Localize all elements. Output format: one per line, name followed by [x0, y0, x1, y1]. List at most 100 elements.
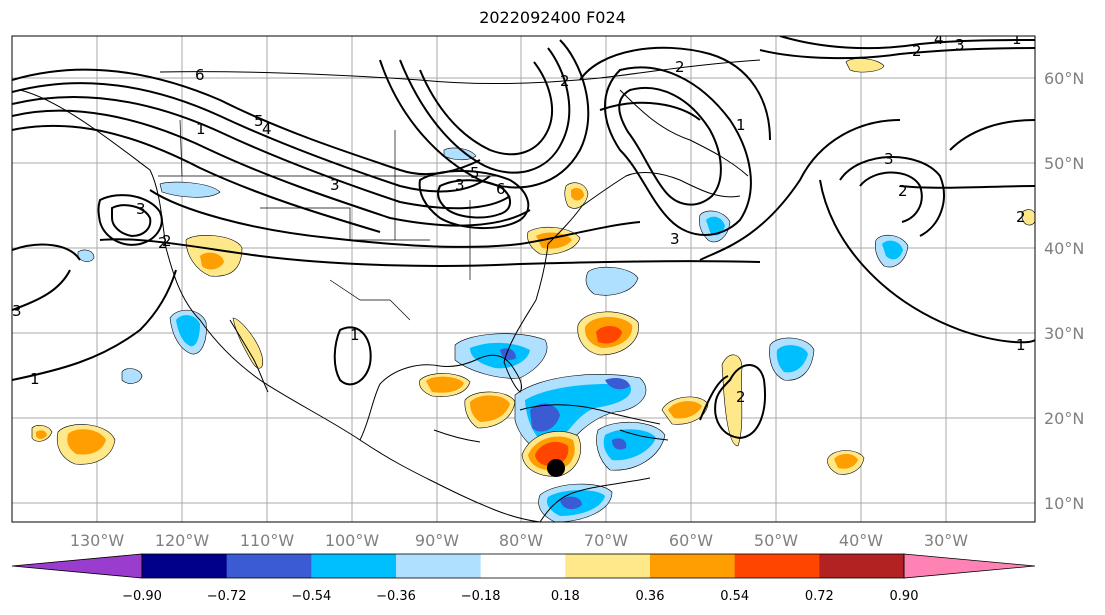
contour-label: 3 [12, 302, 22, 320]
contour-label: 1 [196, 120, 206, 138]
colorbar-segment [480, 554, 566, 578]
contour-label: 1 [1016, 336, 1026, 354]
anomaly-patch [530, 403, 560, 432]
lon-label: 60°W [669, 531, 713, 550]
coastlines [19, 59, 761, 522]
anomaly-patch [470, 395, 510, 422]
anomaly-patch [36, 430, 47, 439]
colorbar-tick-label: −0.18 [461, 589, 501, 604]
anomaly-patch [426, 376, 464, 393]
contour-label: 2 [560, 72, 570, 90]
contour-label: 5 [470, 164, 480, 182]
anomaly-patch [585, 266, 639, 296]
contour-label: 3 [136, 200, 146, 218]
contour-label: 2 [158, 234, 168, 252]
contour-label: 2 [675, 58, 685, 76]
lat-label: 50°N [1044, 154, 1084, 173]
lat-label: 20°N [1044, 409, 1084, 428]
contour-lines [12, 36, 1035, 440]
lat-label: 60°N [1044, 69, 1084, 88]
anomaly-patch [612, 438, 627, 450]
lon-label: 130°W [70, 531, 125, 550]
anomaly-patch [176, 315, 200, 347]
colorbar-outline-right [903, 553, 1036, 579]
anomaly-patch [500, 348, 516, 360]
colorbar-segment [142, 554, 228, 578]
colorbar: −0.90 −0.72 −0.54 −0.36 −0.18 0.18 0.36 0.54 0.7… [11, 553, 1036, 604]
anomaly-patch [121, 368, 143, 384]
colorbar-segment [565, 554, 651, 578]
contour-label: 1 [30, 370, 40, 388]
colorbar-extend-high [904, 554, 1035, 578]
colorbar-tick-label: −0.72 [207, 589, 247, 604]
anomaly-patch [232, 317, 263, 369]
colorbar-segment [819, 554, 905, 578]
contour-label: 4 [934, 30, 944, 48]
colorbar-tick-label: −0.90 [122, 589, 162, 604]
anomaly-patch [159, 181, 221, 198]
contour-label: 3 [330, 176, 340, 194]
contour-label: 4 [262, 120, 272, 138]
lon-label: 80°W [499, 531, 543, 550]
lon-label: 90°W [415, 531, 459, 550]
anomaly-patch [603, 429, 656, 461]
colorbar-segment [650, 554, 736, 578]
lon-label: 110°W [240, 531, 295, 550]
contour-label: 1 [736, 116, 746, 134]
latitude-labels: 60°N 50°N 40°N 30°N 20°N 10°N [1044, 69, 1084, 513]
colorbar-segment [311, 554, 397, 578]
anomaly-patch [776, 345, 808, 373]
longitude-labels: 130°W 120°W 110°W 100°W 90°W 80°W 70°W 6… [70, 531, 968, 550]
anomaly-patch [605, 378, 630, 390]
colorbar-tick-label: 0.36 [636, 589, 665, 604]
colorbar-segment [734, 554, 820, 578]
contour-labels: 6 5 4 3 2 1 2 3 5 6 2 3 1 2 3 1 2 3 4 2 … [12, 30, 1026, 406]
colorbar-tick-label: 0.18 [551, 589, 580, 604]
anomaly-patch [596, 326, 622, 344]
anomaly-fills [31, 58, 1035, 522]
colorbar-tick-label: 0.72 [805, 589, 834, 604]
lat-label: 40°N [1044, 239, 1084, 258]
colorbar-tick-label: 0.54 [720, 589, 749, 604]
colorbar-segment [226, 554, 312, 578]
map-border [11, 35, 1036, 523]
lon-label: 70°W [584, 531, 628, 550]
contour-label: 2 [912, 42, 922, 60]
anomaly-patch [470, 342, 530, 369]
contour-label: 2 [1016, 208, 1026, 226]
storm-center-marker [547, 459, 565, 477]
anomaly-patch [443, 147, 477, 161]
anomaly-patch [67, 429, 106, 455]
lon-label: 120°W [155, 531, 210, 550]
anomaly-patch [560, 496, 582, 510]
lat-label: 30°N [1044, 324, 1084, 343]
contour-label: 2 [162, 232, 172, 250]
colorbar-extend-low [12, 554, 142, 578]
anomaly-patch [1021, 209, 1035, 226]
lon-label: 30°W [924, 531, 968, 550]
colorbar-tick-label: −0.36 [376, 589, 416, 604]
colorbar-tick-label: 0.90 [890, 589, 919, 604]
contour-label: 6 [496, 180, 506, 198]
lon-label: 40°W [839, 531, 883, 550]
lat-label: 10°N [1044, 494, 1084, 513]
contour-label: 1 [1012, 30, 1022, 48]
lon-label: 100°W [325, 531, 380, 550]
map-title: 2022092400 F024 [479, 8, 626, 27]
gridlines [12, 36, 1035, 522]
map-panel [12, 36, 1035, 522]
contour-label: 6 [195, 66, 205, 84]
anomaly-patch [834, 453, 858, 469]
contour-label: 2 [736, 388, 746, 406]
anomaly-patch [571, 188, 584, 201]
contour-label: 3 [955, 36, 965, 54]
contour-label: 3 [884, 150, 894, 168]
contour-label: 5 [254, 112, 264, 130]
anomaly-patch [668, 401, 702, 419]
anomaly-patch [721, 354, 743, 447]
lon-label: 50°W [754, 531, 798, 550]
contour-label: 3 [455, 176, 465, 194]
anomaly-patch [706, 216, 725, 236]
anomaly-patch [200, 252, 224, 270]
